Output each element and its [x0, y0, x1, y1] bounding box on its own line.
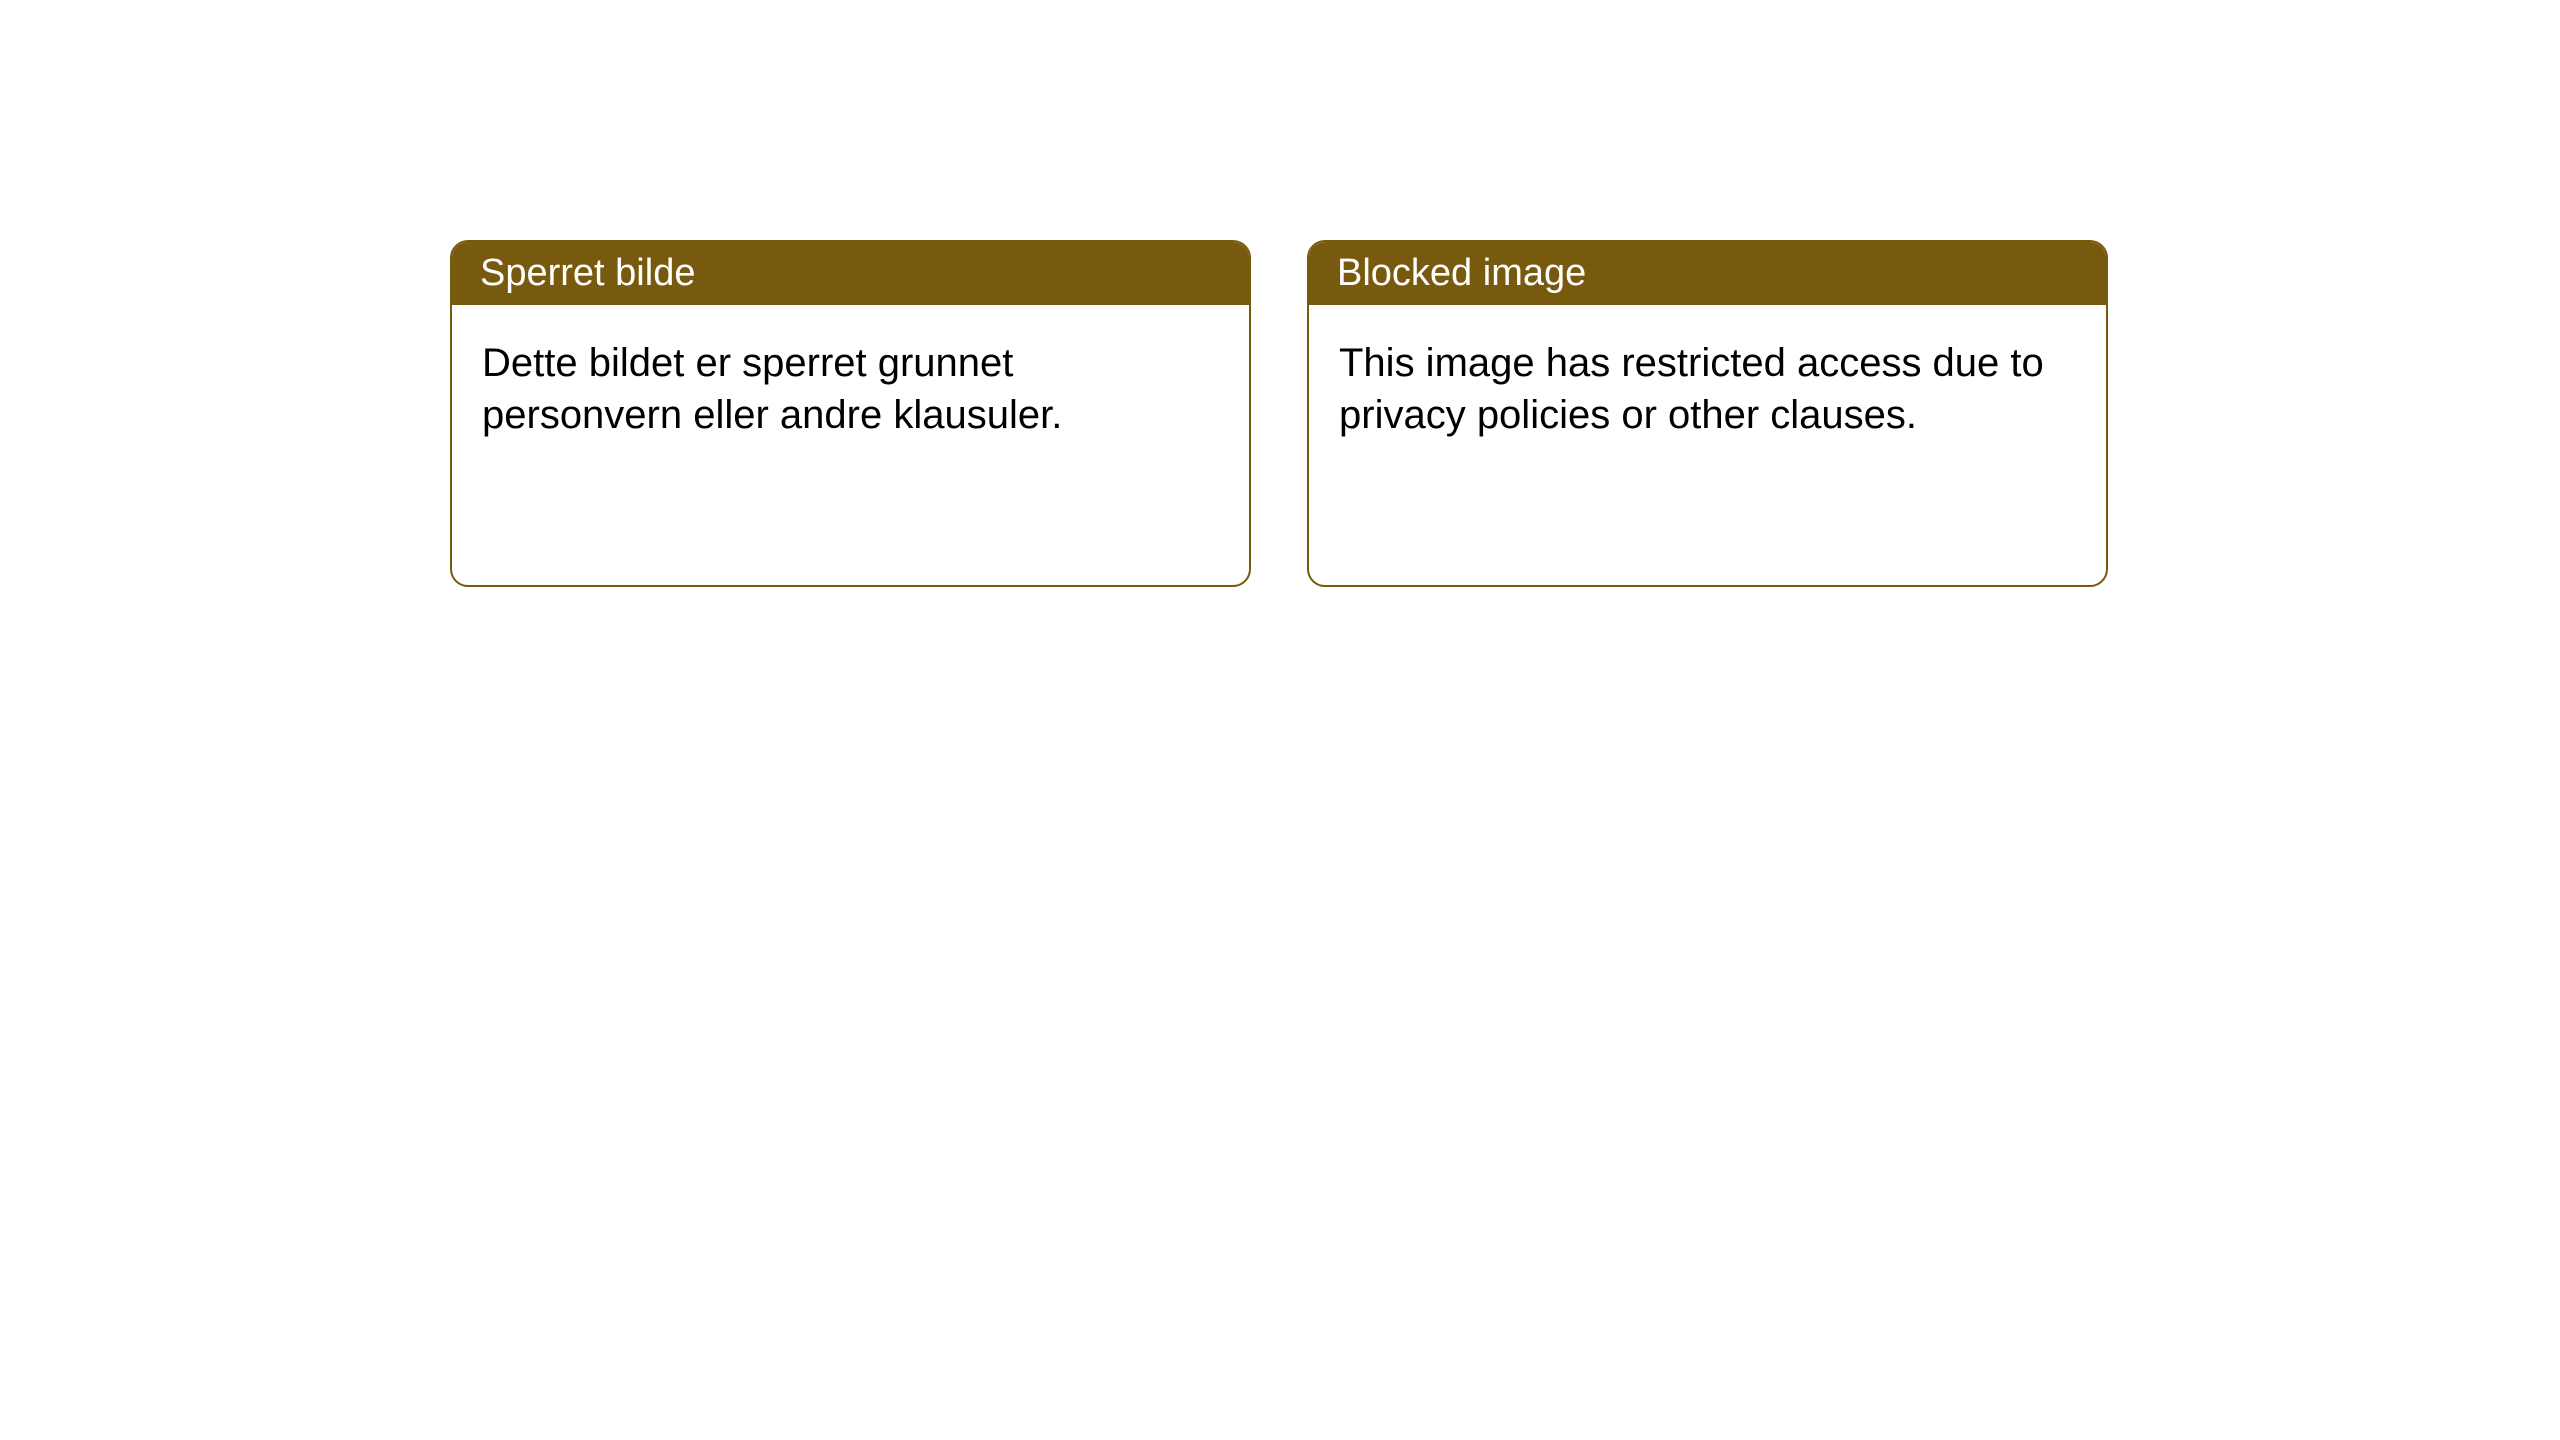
- notice-container: Sperret bilde Dette bildet er sperret gr…: [450, 240, 2108, 587]
- notice-body-norwegian: Dette bildet er sperret grunnet personve…: [452, 305, 1249, 585]
- notice-header-english: Blocked image: [1309, 242, 2106, 305]
- notice-header-norwegian: Sperret bilde: [452, 242, 1249, 305]
- notice-text-english: This image has restricted access due to …: [1339, 341, 2044, 437]
- notice-card-english: Blocked image This image has restricted …: [1307, 240, 2108, 587]
- notice-title-norwegian: Sperret bilde: [480, 252, 695, 294]
- notice-card-norwegian: Sperret bilde Dette bildet er sperret gr…: [450, 240, 1251, 587]
- notice-body-english: This image has restricted access due to …: [1309, 305, 2106, 585]
- notice-title-english: Blocked image: [1337, 252, 1586, 294]
- notice-text-norwegian: Dette bildet er sperret grunnet personve…: [482, 341, 1062, 437]
